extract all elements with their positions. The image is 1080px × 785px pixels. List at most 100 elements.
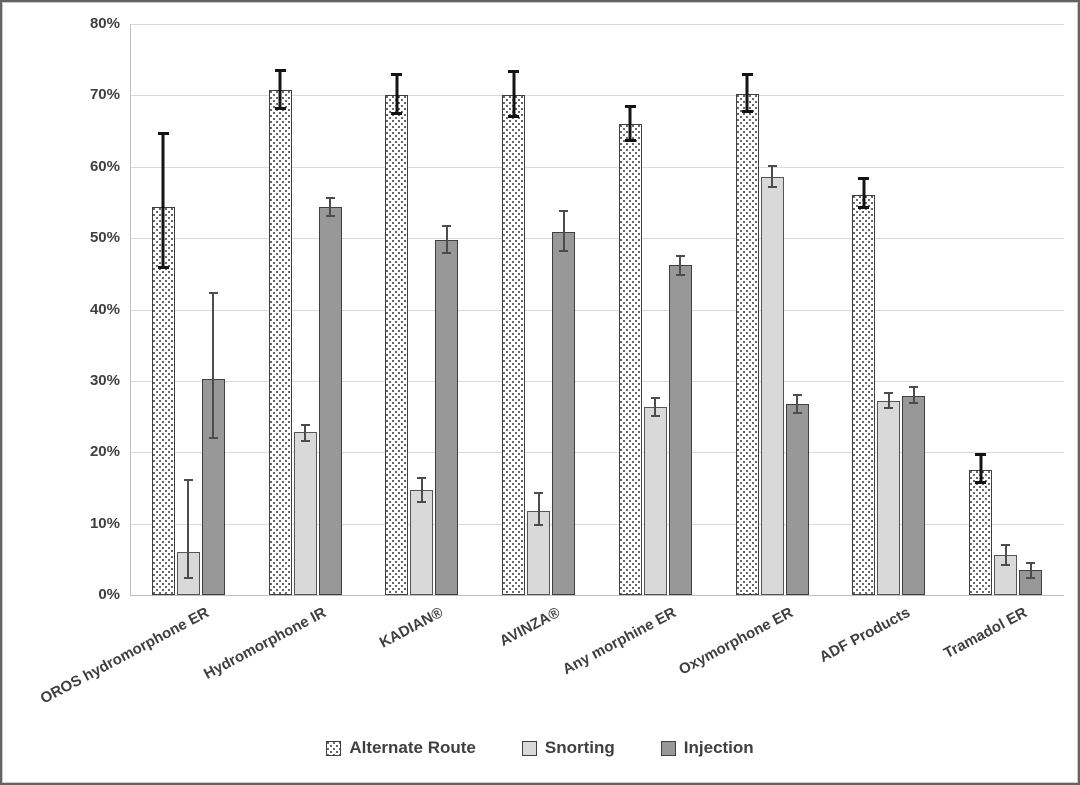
error-bar-alternate	[975, 452, 987, 485]
error-bar-cap-top	[325, 196, 335, 199]
legend-label: Snorting	[544, 738, 615, 757]
error-bar-cap-top	[157, 132, 169, 136]
error-bar-cap-bottom	[157, 265, 169, 269]
y-axis-tick-label: 40%	[89, 300, 120, 318]
error-bar-cap-bottom	[391, 112, 403, 116]
error-bar-cap-top	[559, 209, 569, 212]
bar-injection	[668, 265, 692, 595]
error-bar-cap-bottom	[325, 214, 335, 217]
error-bar-snorting	[767, 165, 777, 189]
legend-swatch-injection	[660, 740, 676, 756]
error-bar-snorting	[650, 396, 660, 417]
x-axis-category-label: KADIAN®	[376, 604, 446, 652]
gridline	[130, 523, 1064, 525]
error-bar-cap-top	[391, 73, 403, 77]
bar-alternate	[735, 93, 759, 595]
error-bar-snorting	[183, 478, 193, 579]
error-bar-line	[537, 492, 540, 526]
x-axis-category-label: Hydromorphone IR	[201, 604, 330, 683]
bar-alternate	[268, 90, 292, 595]
error-bar-cap-bottom	[741, 110, 753, 114]
y-axis-tick-label: 20%	[89, 443, 120, 461]
error-bar-line	[395, 73, 399, 116]
error-bar-cap-bottom	[767, 186, 777, 189]
error-bar-line	[979, 452, 983, 485]
x-axis-category-label: AVINZA®	[496, 604, 563, 650]
gridline	[130, 166, 1064, 168]
y-axis-tick-label: 70%	[89, 86, 120, 104]
error-bar-cap-top	[183, 478, 193, 481]
error-bar-cap-bottom	[858, 205, 870, 209]
error-bar-snorting	[417, 477, 427, 503]
error-bar-cap-top	[1026, 562, 1036, 565]
legend-item-snorting: Snorting	[521, 738, 615, 758]
bar-alternate	[618, 123, 642, 595]
x-axis-category-label: Oxymorphone ER	[676, 604, 797, 679]
error-bar-cap-top	[417, 477, 427, 480]
error-bar-cap-top	[300, 423, 310, 426]
error-bar-snorting	[300, 423, 310, 442]
error-bar-injection	[1026, 562, 1036, 579]
bar-injection	[902, 395, 926, 595]
x-axis-category-label: ADF Products	[816, 604, 913, 666]
error-bar-alternate	[624, 105, 636, 142]
error-bar-line	[862, 177, 866, 209]
legend-swatch-snorting	[521, 740, 537, 756]
error-bar-line	[628, 105, 632, 142]
error-bar-cap-bottom	[909, 402, 919, 405]
x-axis-line	[130, 595, 1064, 596]
bar-snorting	[410, 490, 434, 595]
error-bar-line	[187, 478, 190, 579]
error-bar-line	[679, 255, 682, 276]
error-bar-line	[278, 68, 282, 110]
error-bar-cap-top	[534, 492, 544, 495]
error-bar-line	[512, 70, 516, 119]
bar-snorting	[293, 432, 317, 595]
error-bar-alternate	[274, 68, 286, 110]
error-bar-cap-top	[650, 396, 660, 399]
error-bar-injection	[442, 224, 452, 254]
error-bar-cap-top	[975, 452, 987, 456]
legend-item-alternate: Alternate Route	[326, 738, 476, 758]
error-bar-cap-top	[208, 291, 218, 294]
error-bar-line	[1029, 562, 1032, 579]
error-bar-cap-top	[884, 392, 894, 395]
error-bar-line	[212, 291, 215, 440]
error-bar-injection	[208, 291, 218, 440]
error-bar-alternate	[391, 73, 403, 116]
error-bar-line	[771, 165, 774, 189]
error-bar-cap-top	[675, 255, 685, 258]
error-bar-injection	[325, 196, 335, 217]
error-bar-alternate	[157, 132, 169, 269]
x-axis-category-label: OROS hydromorphone ER	[38, 604, 213, 708]
error-bar-cap-bottom	[417, 500, 427, 503]
legend-label: Injection	[683, 738, 754, 757]
error-bar-cap-bottom	[650, 414, 660, 417]
error-bar-line	[445, 224, 448, 254]
error-bar-cap-top	[508, 70, 520, 74]
gridline	[130, 452, 1064, 454]
error-bar-cap-top	[1001, 543, 1011, 546]
error-bar-line	[420, 477, 423, 503]
y-axis-tick-label: 60%	[89, 157, 120, 175]
error-bar-cap-top	[442, 224, 452, 227]
bar-injection	[435, 239, 459, 595]
gridline	[130, 24, 1064, 25]
error-bar-cap-top	[767, 165, 777, 168]
gridline	[130, 95, 1064, 97]
error-bar-cap-bottom	[675, 273, 685, 276]
gridline	[130, 238, 1064, 240]
y-axis-tick-label: 30%	[89, 371, 120, 389]
error-bar-alternate	[508, 70, 520, 119]
error-bar-cap-top	[741, 73, 753, 77]
bar-injection	[318, 206, 342, 595]
error-bar-cap-top	[909, 385, 919, 388]
bar-snorting	[760, 177, 784, 595]
error-bar-line	[796, 393, 799, 415]
error-bar-cap-bottom	[975, 481, 987, 485]
error-bar-line	[304, 423, 307, 442]
error-bar-cap-bottom	[300, 439, 310, 442]
error-bar-cap-bottom	[508, 115, 520, 119]
error-bar-line	[562, 209, 565, 252]
